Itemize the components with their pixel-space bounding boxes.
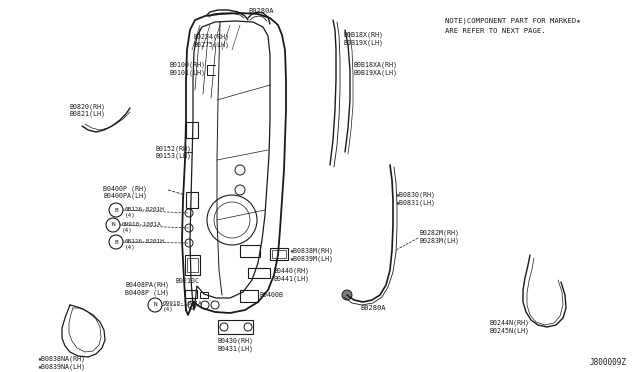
Text: B0280A: B0280A [360,305,385,311]
Text: N: N [153,302,157,308]
Text: B0400P (RH)
B0400PA(LH): B0400P (RH) B0400PA(LH) [103,185,147,199]
Text: B0820(RH)
B0821(LH): B0820(RH) B0821(LH) [70,103,106,117]
Text: B: B [114,240,118,244]
Bar [185,290,197,298]
Bar [248,268,270,278]
Text: B0430(RH)
B0431(LH): B0430(RH) B0431(LH) [218,338,254,352]
Text: B0400B: B0400B [260,292,284,298]
Text: NOTE)COMPONENT PART FOR MARKED★: NOTE)COMPONENT PART FOR MARKED★ [445,18,580,25]
Text: B0100(RH)
B0101(LH): B0100(RH) B0101(LH) [170,62,206,76]
Circle shape [342,290,352,300]
Text: B0B18XA(RH)
B0B19XA(LH): B0B18XA(RH) B0B19XA(LH) [354,62,398,76]
Bar [187,258,198,272]
Text: B0440(RH)
B0441(LH): B0440(RH) B0441(LH) [273,268,309,282]
Text: B0282M(RH)
B0283M(LH): B0282M(RH) B0283M(LH) [420,230,460,244]
Text: B0408PA(RH)
B0408P (LH): B0408PA(RH) B0408P (LH) [125,282,169,296]
Text: N: N [111,222,115,228]
Bar [272,250,286,258]
Text: B0152(RH)
B0153(LH): B0152(RH) B0153(LH) [155,145,191,159]
Text: B0244N(RH)
B0245N(LH): B0244N(RH) B0245N(LH) [490,320,530,334]
Text: ★B0830(RH)
★B0831(LH): ★B0830(RH) ★B0831(LH) [396,192,436,206]
Text: B0210C: B0210C [175,278,199,284]
Text: J800009Z: J800009Z [590,358,627,367]
Bar [200,292,208,298]
Bar [240,290,258,302]
Bar [218,320,253,334]
Bar [240,245,260,257]
Text: 0B126-8201H
(4): 0B126-8201H (4) [125,239,165,250]
Bar [186,192,198,208]
Text: 09918-1081A
(4): 09918-1081A (4) [163,301,203,312]
Text: 0B126-8201H
(4): 0B126-8201H (4) [125,207,165,218]
Text: ★B0838M(RH)
★B0839M(LH): ★B0838M(RH) ★B0839M(LH) [290,248,334,262]
Text: B0280A: B0280A [248,8,273,14]
Text: B: B [114,208,118,212]
Text: 09910-1081A
(4): 09910-1081A (4) [122,222,162,233]
Bar [185,255,200,275]
Text: B0B18X(RH)
B0B19X(LH): B0B18X(RH) B0B19X(LH) [343,32,383,46]
Bar [270,248,288,260]
Text: ARE REFER TO NEXT PAGE.: ARE REFER TO NEXT PAGE. [445,28,546,34]
Text: B0274(RH)
B0275(LH): B0274(RH) B0275(LH) [194,34,230,48]
Text: ★B0838NA(RH)
★B0839NA(LH): ★B0838NA(RH) ★B0839NA(LH) [38,356,86,370]
Bar [186,122,198,138]
